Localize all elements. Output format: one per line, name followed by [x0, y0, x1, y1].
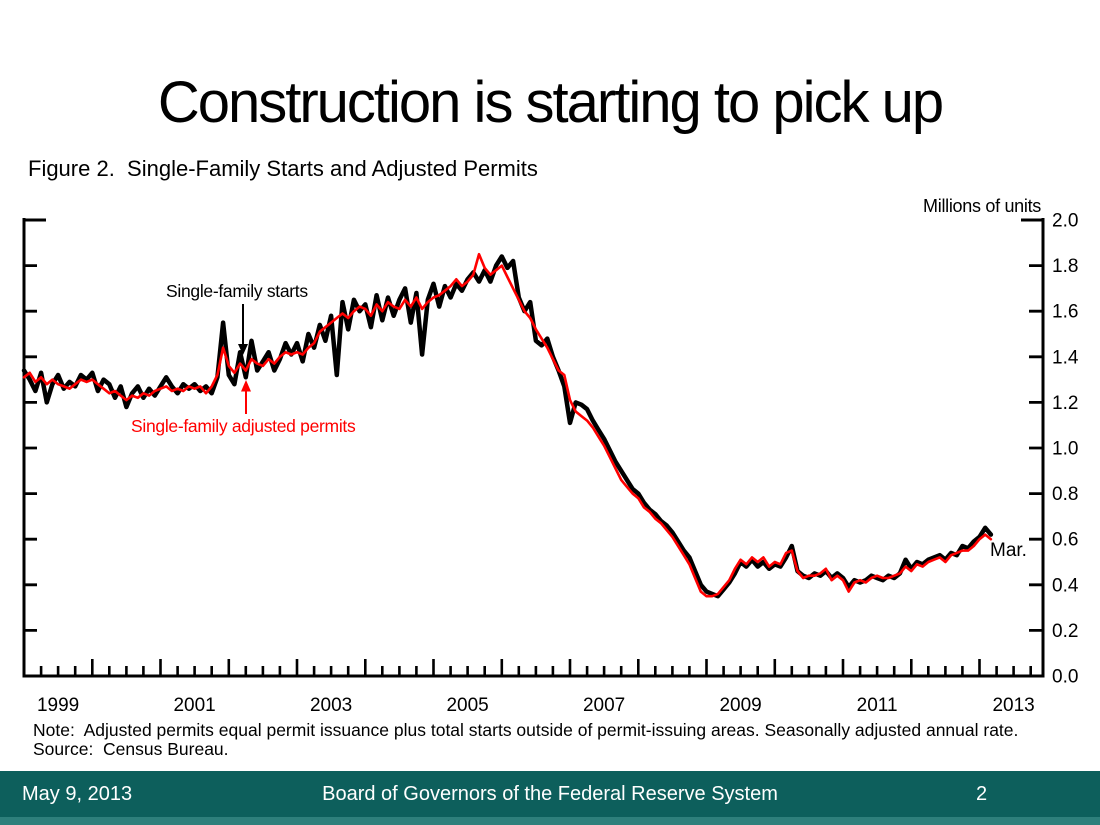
- figure-caption: Figure 2. Single-Family Starts and Adjus…: [28, 156, 538, 181]
- source-text: Source: Census Bureau.: [33, 738, 229, 759]
- x-tick-label: 2007: [583, 695, 625, 716]
- x-tick-label: 2009: [719, 695, 761, 716]
- y-tick-label: 1.4: [1052, 347, 1079, 368]
- footer-date: May 9, 2013: [22, 783, 133, 805]
- y-tick-label: 1.8: [1052, 256, 1078, 277]
- slide-title: Construction is starting to pick up: [157, 70, 944, 135]
- starts-series-label: Single-family starts: [166, 281, 308, 301]
- chart-note-block: Note: Adjusted permits equal permit issu…: [33, 721, 1018, 758]
- series-line-permits: [22, 252, 993, 598]
- permits-annotation-arrowhead: [241, 380, 251, 392]
- x-tick-label: 2011: [857, 695, 898, 716]
- footer-bar: [0, 771, 1100, 817]
- footer-accent-strip: [0, 817, 1100, 825]
- x-tick-label: 1999: [37, 695, 79, 716]
- permits-series-label: Single-family adjusted permits: [131, 416, 356, 436]
- y-axis-units-label: Millions of units: [923, 196, 1041, 216]
- y-tick-label: 0.4: [1052, 575, 1079, 596]
- y-tick-label: 2.0: [1052, 211, 1078, 232]
- note-text: Note: Adjusted permits equal permit issu…: [33, 720, 1019, 740]
- footer-page-number: 2: [976, 783, 988, 805]
- y-tick-label: 0.6: [1052, 530, 1078, 551]
- footer-organization: Board of Governors of the Federal Reserv…: [322, 783, 778, 805]
- y-ticks: [24, 264, 1043, 632]
- y-tick-label: 1.2: [1052, 393, 1078, 414]
- y-tick-label: 0.0: [1052, 667, 1078, 688]
- x-tick-label: 2013: [992, 695, 1034, 716]
- y-tick-label: 0.8: [1052, 484, 1078, 505]
- y-tick-label: 0.2: [1052, 621, 1078, 642]
- x-ticks: [22, 659, 1032, 676]
- starts-annotation-arrowhead: [238, 344, 248, 355]
- y-tick-label: 1.0: [1052, 439, 1078, 460]
- x-tick-label: 2001: [173, 695, 215, 716]
- x-tick-label: 2003: [310, 695, 352, 716]
- latest-month-label: Mar.: [990, 540, 1027, 561]
- y-tick-label: 1.6: [1052, 302, 1078, 323]
- x-tick-label: 2005: [446, 695, 488, 716]
